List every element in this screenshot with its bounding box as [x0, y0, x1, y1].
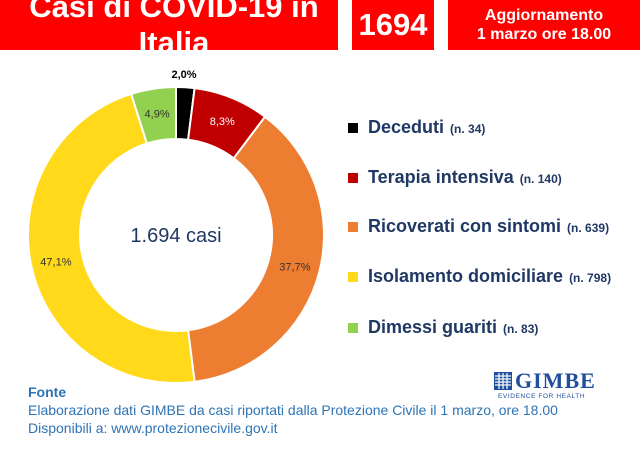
logo-name: GIMBE [515, 368, 596, 393]
source-block: Fonte Elaborazione dati GIMBE da casi ri… [28, 383, 558, 437]
legend-swatch [348, 221, 358, 232]
legend-item: Deceduti (n. 34) [348, 117, 485, 138]
legend-swatch [348, 271, 358, 282]
gimbe-logo-icon [494, 372, 512, 390]
percent-label: 37,7% [279, 262, 310, 274]
source-text: Elaborazione dati GIMBE da casi riportat… [28, 402, 558, 418]
update-label: Aggiornamento [484, 7, 604, 24]
logo-tagline: EVIDENCE FOR HEALTH [498, 393, 586, 400]
legend-label: Terapia intensiva [368, 167, 514, 187]
gimbe-logo: GIMBE EVIDENCE FOR HEALTH [494, 370, 596, 400]
legend-item: Terapia intensiva (n. 140) [348, 167, 562, 188]
case-count-badge: 1694 [352, 0, 434, 50]
legend-item: Ricoverati con sintomi (n. 639) [348, 216, 609, 237]
slice-ricoverati-con-sintomi [186, 115, 325, 383]
legend-count: (n. 34) [450, 122, 486, 136]
legend-count: (n. 83) [503, 322, 539, 336]
percent-label: 2,0% [171, 69, 196, 81]
legend-swatch [348, 322, 358, 333]
legend-label: Isolamento domiciliare [368, 266, 564, 286]
update-date: 1 marzo ore 18.00 [476, 26, 612, 43]
update-badge: Aggiornamento 1 marzo ore 18.00 [448, 0, 640, 50]
page-title: Casi di COVID-19 in Italia [0, 0, 338, 60]
legend-label: Deceduti [368, 117, 445, 137]
donut-chart: 2,0% 8,3% 37,7% 47,1% 4,9% 1.694 casi [27, 69, 325, 383]
center-label: 1.694 casi [130, 225, 221, 247]
source-heading: Fonte [28, 384, 67, 400]
percent-label: 47,1% [40, 257, 71, 269]
percent-label: 4,9% [145, 109, 170, 121]
legend-swatch [348, 122, 358, 133]
slice-isolamento-domiciliare [27, 92, 196, 383]
legend-label: Ricoverati con sintomi [368, 216, 562, 236]
legend-count: (n. 639) [567, 221, 610, 235]
percent-label: 8,3% [210, 116, 235, 128]
legend-count: (n. 140) [519, 172, 562, 186]
legend-item: Isolamento domiciliare (n. 798) [348, 266, 611, 287]
legend-item: Dimessi guariti (n. 83) [348, 317, 538, 338]
legend-count: (n. 798) [569, 271, 612, 285]
source-link[interactable]: Disponibili a: www.protezionecivile.gov.… [28, 420, 278, 436]
legend-label: Dimessi guariti [368, 317, 498, 337]
legend-swatch [348, 172, 358, 183]
slice-dimessi-guariti [129, 85, 177, 145]
